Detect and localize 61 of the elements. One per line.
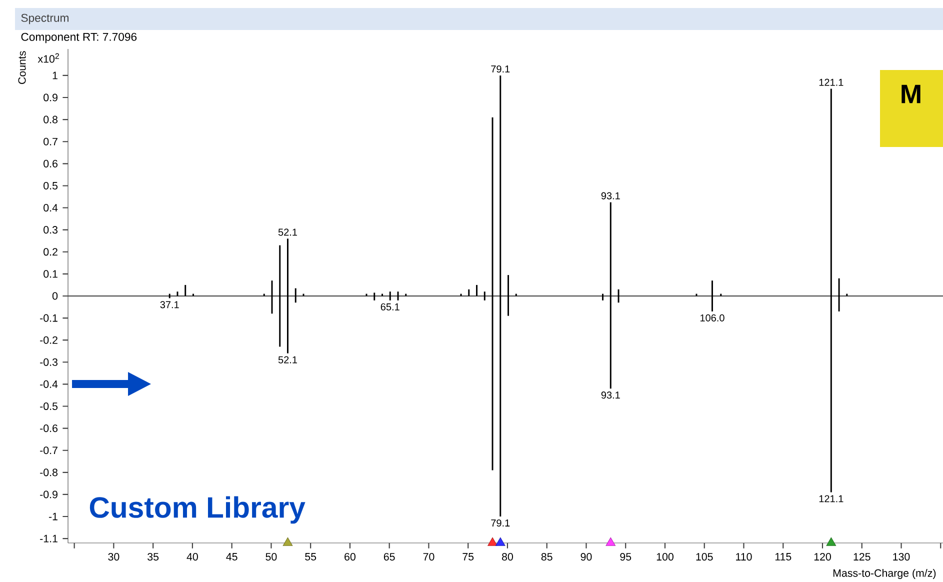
y-tick-label: 0.1 — [44, 270, 58, 278]
y-tick-label: -1 — [48, 512, 58, 520]
annotation: 37.1 — [160, 301, 179, 308]
x-tick-label: 110 — [736, 553, 752, 561]
y-tick-label: -0.8 — [40, 468, 58, 476]
chart-subtitle: Component RT: 7.7096 — [21, 32, 137, 44]
y-tick-label: 0.6 — [44, 160, 58, 168]
x-tick-label: 40 — [186, 553, 198, 561]
annotation: 79.1 — [491, 519, 510, 527]
x-tick-label: 95 — [620, 553, 632, 561]
annotation: 93.1 — [601, 192, 620, 200]
y-tick-label: -0.3 — [40, 358, 58, 366]
x-tick-label: 55 — [305, 553, 316, 560]
annotation: 52.1 — [278, 228, 297, 236]
x-tick-label: 130 — [893, 553, 910, 561]
annotation: 52.1 — [278, 356, 297, 364]
x-tick-label: 65 — [384, 553, 395, 561]
y-tick-label: -0.9 — [40, 490, 58, 498]
x-tick-label: 60 — [344, 553, 356, 561]
x-tick-label: 80 — [502, 553, 513, 561]
y-tick-label: 0.3 — [44, 226, 58, 234]
y-tick-label: 0.5 — [44, 182, 58, 190]
y-tick-label: 0.7 — [44, 138, 58, 146]
x-tick-label: 105 — [696, 553, 713, 561]
x-tick-label: 85 — [541, 553, 552, 561]
annotation: 79.1 — [491, 65, 510, 73]
y-tick-label: -1.1 — [40, 534, 58, 542]
y-tick-label: -0.2 — [40, 336, 58, 344]
annotation: 93.1 — [601, 392, 620, 399]
y-tick-label: -0.4 — [40, 380, 58, 388]
y-tick-label: 1 — [52, 72, 58, 80]
annotation: 106.0 — [700, 314, 724, 322]
y-axis-title: Counts — [18, 51, 26, 84]
y-tick-label: 0.9 — [44, 94, 58, 102]
x-tick-label: 30 — [108, 553, 120, 561]
x-axis-title: Mass-to-Charge (m/z) — [833, 569, 936, 579]
x-tick-label: 120 — [814, 553, 831, 561]
y-tick-label: 0.4 — [44, 204, 58, 212]
x-tick-label: 50 — [266, 553, 277, 561]
x-tick-label: 100 — [656, 553, 674, 561]
y-tick-label: -0.6 — [40, 424, 58, 432]
x-tick-label: 75 — [462, 553, 474, 560]
annotation: Custom Library — [90, 496, 306, 524]
annotation: 121.1 — [819, 495, 844, 502]
x-tick-label: 70 — [423, 553, 434, 561]
x-tick-label: 35 — [148, 553, 159, 561]
y-tick-label: -0.1 — [40, 314, 58, 322]
annotation: M — [902, 84, 920, 104]
y-tick-label: -0.7 — [40, 446, 58, 454]
y-tick-label: 0.2 — [44, 248, 58, 256]
x-tick-label: 45 — [226, 553, 238, 560]
y-tick-label: 0 — [52, 292, 58, 300]
y-tick-label: 0.8 — [44, 116, 58, 124]
annotation: 65.1 — [380, 303, 400, 310]
chart-title: Spectrum — [21, 14, 68, 24]
annotation: 121.1 — [819, 78, 844, 86]
x-tick-label: 90 — [580, 553, 592, 561]
x-tick-label: 125 — [854, 553, 870, 561]
text: x10$^{2}$ — [38, 53, 59, 63]
y-tick-label: -0.5 — [40, 402, 58, 410]
x-tick-label: 115 — [775, 553, 792, 560]
